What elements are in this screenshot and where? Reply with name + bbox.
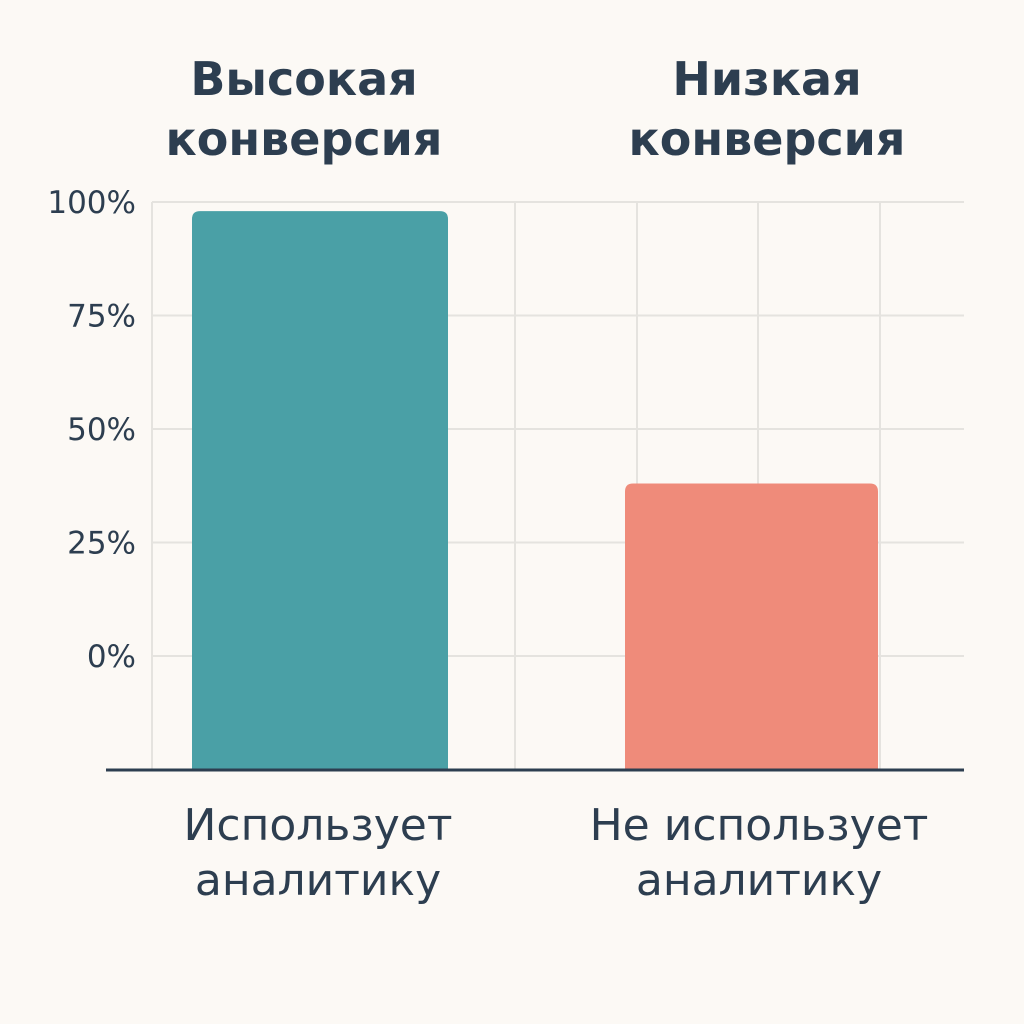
y-tick-label: 25% [67,526,136,562]
y-tick-label: 0% [87,639,136,675]
category-label-line: аналитику [636,855,882,906]
category-label-line: Использует [184,800,453,851]
bar-2 [625,483,878,770]
group-title-line: конверсия [166,112,443,166]
y-tick-label: 75% [67,299,136,335]
y-axis-ticks: 100% 75% 50% 25% 0% [47,185,136,675]
group-title-line: Низкая [672,52,861,106]
y-tick-label: 100% [47,185,136,221]
chart-bars [192,211,878,770]
group-title-line: конверсия [629,112,906,166]
group-title-line: Высокая [190,52,417,106]
category-label-line: аналитику [195,855,441,906]
category-label-line: Не использует [590,800,929,851]
y-tick-label: 50% [67,412,136,448]
group-titles: Высокая конверсия Низкая конверсия [166,52,906,166]
bar-1 [192,211,448,770]
